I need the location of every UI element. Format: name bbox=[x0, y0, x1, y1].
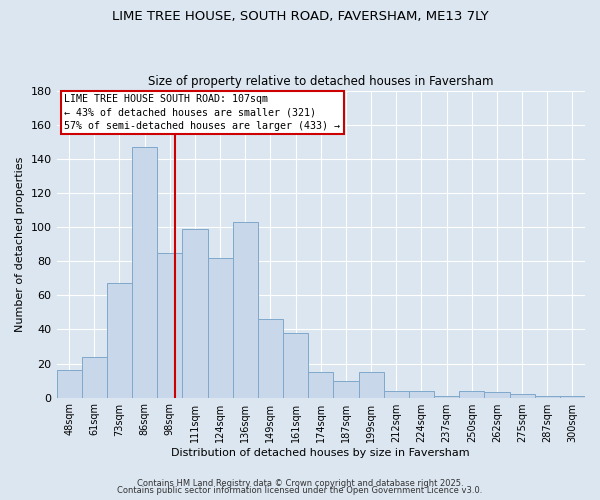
Bar bbox=[56, 370, 82, 398]
Bar bbox=[132, 148, 157, 398]
Title: Size of property relative to detached houses in Faversham: Size of property relative to detached ho… bbox=[148, 76, 494, 88]
Bar bbox=[308, 372, 334, 398]
Y-axis label: Number of detached properties: Number of detached properties bbox=[15, 156, 25, 332]
Bar bbox=[560, 396, 585, 398]
Bar bbox=[208, 258, 233, 398]
Bar bbox=[233, 222, 258, 398]
Bar bbox=[383, 391, 409, 398]
Bar bbox=[157, 253, 182, 398]
Bar bbox=[334, 380, 359, 398]
Bar bbox=[434, 396, 459, 398]
Bar bbox=[509, 394, 535, 398]
Bar bbox=[484, 392, 509, 398]
Text: LIME TREE HOUSE SOUTH ROAD: 107sqm
← 43% of detached houses are smaller (321)
57: LIME TREE HOUSE SOUTH ROAD: 107sqm ← 43%… bbox=[64, 94, 340, 131]
Text: Contains HM Land Registry data © Crown copyright and database right 2025.: Contains HM Land Registry data © Crown c… bbox=[137, 478, 463, 488]
Bar bbox=[359, 372, 383, 398]
Bar bbox=[107, 284, 132, 398]
Bar bbox=[283, 333, 308, 398]
Bar bbox=[82, 356, 107, 398]
Text: Contains public sector information licensed under the Open Government Licence v3: Contains public sector information licen… bbox=[118, 486, 482, 495]
Bar bbox=[182, 229, 208, 398]
Bar bbox=[258, 319, 283, 398]
X-axis label: Distribution of detached houses by size in Faversham: Distribution of detached houses by size … bbox=[172, 448, 470, 458]
Bar bbox=[535, 396, 560, 398]
Text: LIME TREE HOUSE, SOUTH ROAD, FAVERSHAM, ME13 7LY: LIME TREE HOUSE, SOUTH ROAD, FAVERSHAM, … bbox=[112, 10, 488, 23]
Bar bbox=[409, 391, 434, 398]
Bar bbox=[459, 391, 484, 398]
